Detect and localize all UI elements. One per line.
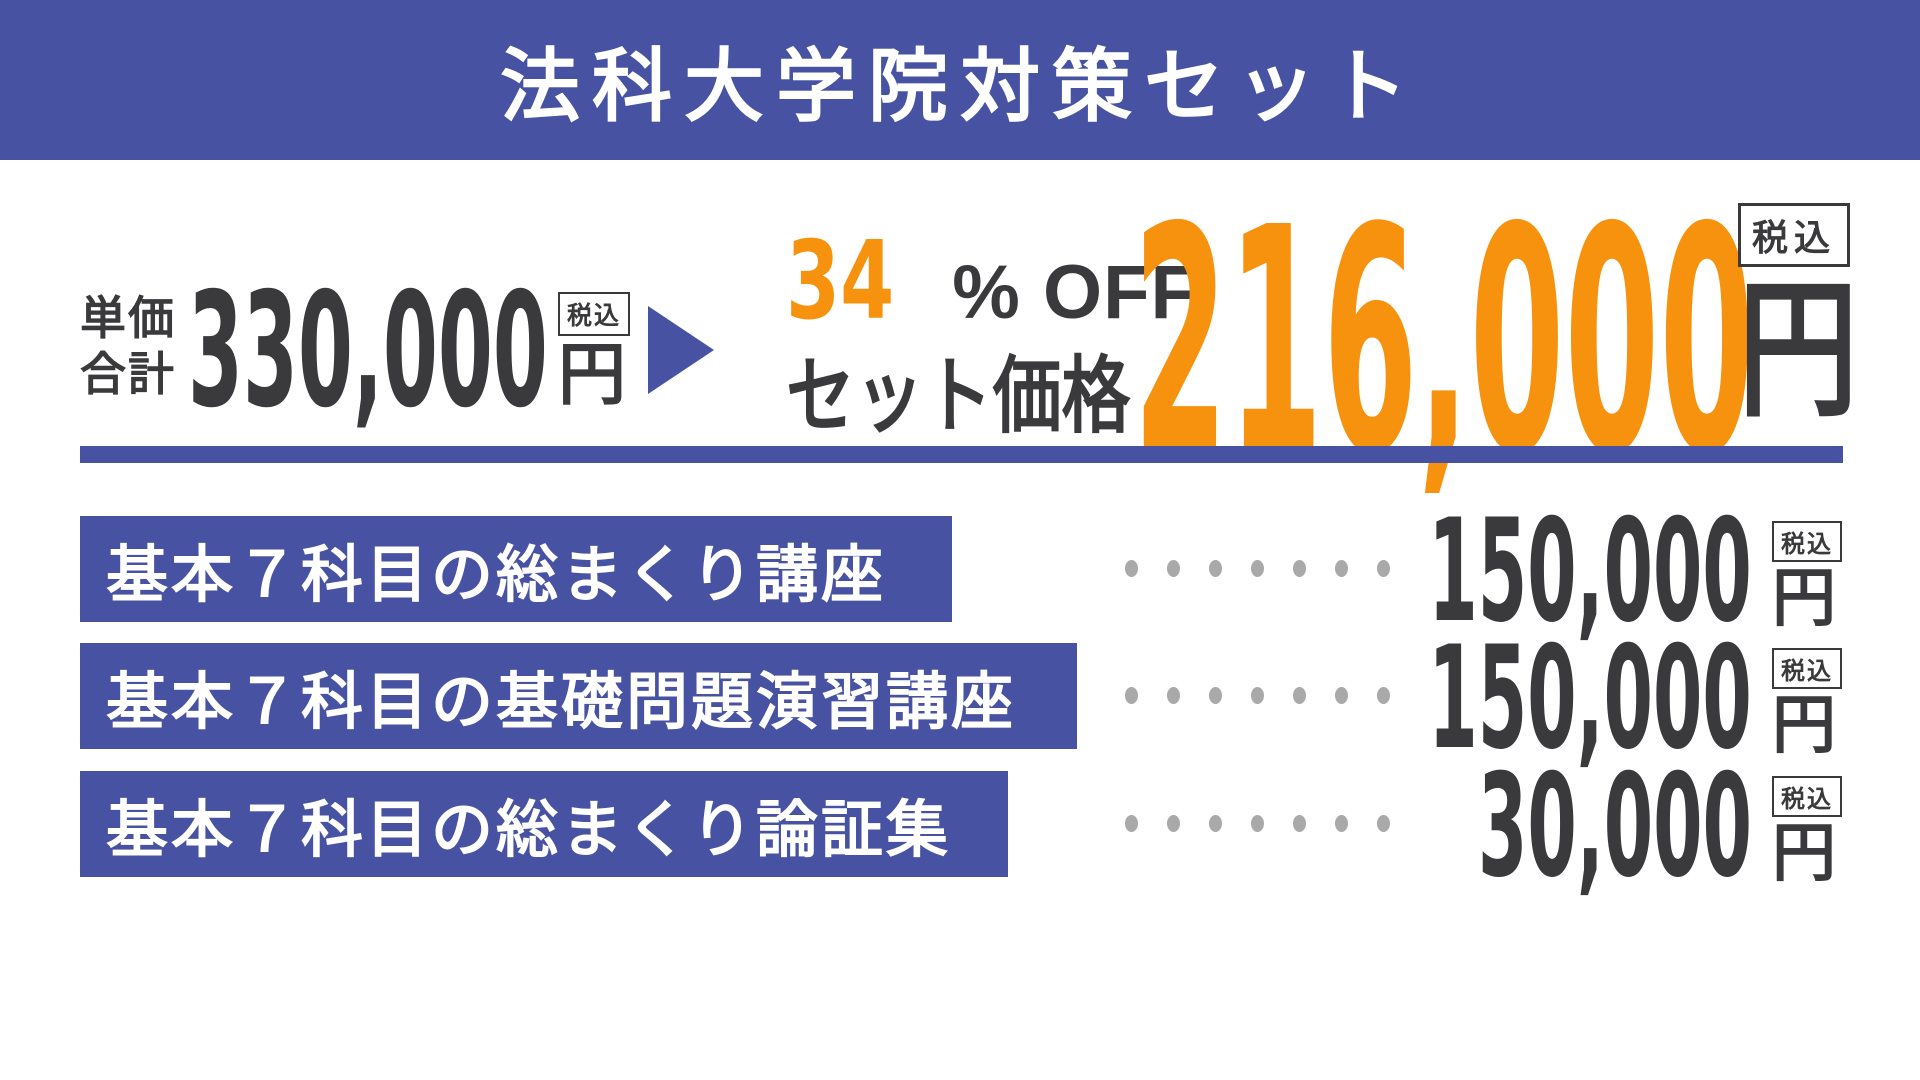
dot <box>1251 560 1264 577</box>
dot <box>1209 687 1222 704</box>
right-arrow-icon <box>648 306 714 394</box>
dot <box>1293 560 1306 577</box>
tax-included-badge: 税込 <box>1772 648 1842 689</box>
dot <box>1167 687 1180 704</box>
course-row: 基本７科目の基礎問題演習講座 150,000 税込 円 <box>0 616 1920 781</box>
course-price-currency: 税込 円 <box>1772 521 1842 630</box>
tax-included-badge: 税込 <box>1772 521 1842 562</box>
course-price-currency: 税込 円 <box>1772 648 1842 757</box>
course-price: 30,000 <box>1478 744 1752 909</box>
dot <box>1125 560 1138 577</box>
unit-price-currency: 税込 円 <box>558 292 631 413</box>
yen-symbol: 円 <box>1772 689 1836 761</box>
tax-included-badge: 税込 <box>1738 203 1851 267</box>
dot <box>1335 687 1348 704</box>
unit-total-label: 単価 合計 <box>80 290 176 402</box>
dotted-leader <box>1125 815 1390 832</box>
dotted-leader <box>1125 687 1390 704</box>
dot <box>1125 815 1138 832</box>
course-price-currency: 税込 円 <box>1772 776 1842 885</box>
yen-symbol: 円 <box>558 337 627 413</box>
tax-included-badge: 税込 <box>558 292 631 336</box>
dot <box>1167 815 1180 832</box>
price-comparison: 単価 合計 330,000 税込 円 34 % OFF セット価格 216,00… <box>0 160 1920 498</box>
yen-symbol: 円 <box>1738 266 1859 434</box>
dot <box>1209 560 1222 577</box>
unit-total-price: 330,000 <box>188 259 548 443</box>
dot <box>1335 815 1348 832</box>
course-price: 150,000 <box>1428 489 1752 654</box>
course-name-box: 基本７科目の総まくり講座 <box>80 516 952 622</box>
unit-total-label-line1: 単価 <box>80 292 176 344</box>
course-name-box: 基本７科目の基礎問題演習講座 <box>80 643 1077 749</box>
set-price-label: セット価格 <box>786 349 1131 443</box>
course-name-box: 基本７科目の総まくり論証集 <box>80 771 1008 877</box>
dot <box>1251 687 1264 704</box>
unit-total-label-line2: 合計 <box>80 348 176 400</box>
course-row: 基本７科目の総まくり講座 150,000 税込 円 <box>0 489 1920 654</box>
dot <box>1377 560 1390 577</box>
discount-percent: 34 <box>786 219 895 344</box>
set-price-currency: 税込 円 <box>1738 203 1888 425</box>
dot <box>1293 687 1306 704</box>
yen-symbol: 円 <box>1772 562 1836 634</box>
dot <box>1209 815 1222 832</box>
set-price: 216,000 <box>1133 162 1755 523</box>
dotted-leader <box>1125 560 1390 577</box>
yen-symbol: 円 <box>1772 817 1836 889</box>
dot <box>1377 687 1390 704</box>
course-row: 基本７科目の総まくり論証集 30,000 税込 円 <box>0 744 1920 909</box>
course-price: 150,000 <box>1428 616 1752 781</box>
dot <box>1335 560 1348 577</box>
dot <box>1167 560 1180 577</box>
title-banner: 法科大学院対策セット <box>0 0 1920 160</box>
dot <box>1125 687 1138 704</box>
section-divider <box>80 446 1843 463</box>
dot <box>1293 815 1306 832</box>
discount-block: 34 % OFF セット価格 <box>786 228 1206 443</box>
discount-line: 34 % OFF <box>786 228 1206 336</box>
tax-included-badge: 税込 <box>1772 776 1842 817</box>
page-title: 法科大学院対策セット <box>500 42 1420 131</box>
discount-percent-off-label: % OFF <box>952 250 1198 335</box>
dot <box>1251 815 1264 832</box>
dot <box>1377 815 1390 832</box>
